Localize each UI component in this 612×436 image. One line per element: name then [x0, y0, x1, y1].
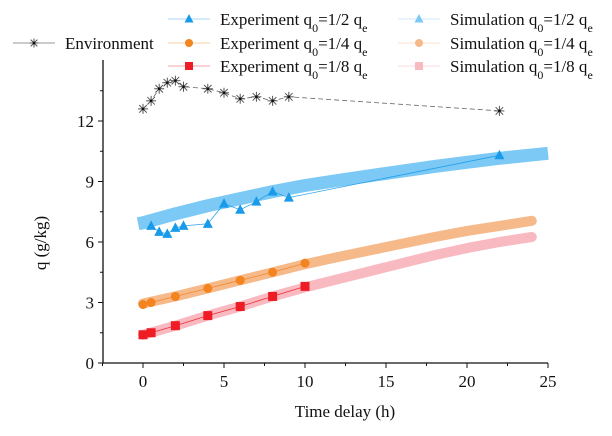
- data-point: [300, 258, 310, 268]
- legend-label: Environment: [65, 34, 154, 53]
- series-line: [142, 80, 500, 112]
- asterisk-center: [271, 99, 274, 103]
- x-tick-label: 20: [459, 372, 476, 391]
- experiment-series-1: [146, 149, 505, 238]
- legend-label: Experiment q0=1/2 qe: [220, 10, 367, 35]
- asterisk-center: [166, 81, 169, 84]
- asterisk-center: [182, 85, 185, 88]
- experiment-series-2: [138, 258, 310, 310]
- experiment-series-0: [138, 75, 505, 116]
- data-point: [154, 83, 165, 94]
- asterisk-center: [255, 95, 258, 98]
- data-point: [162, 77, 173, 88]
- legend-marker: [184, 14, 194, 23]
- data-point: [219, 198, 229, 208]
- data-point: [235, 302, 245, 312]
- experiment-layer: [138, 75, 505, 340]
- legend-label: Simulation q0=1/4 qe: [450, 34, 593, 59]
- data-point: [138, 300, 148, 310]
- y-axis-label: q (g/kg): [31, 216, 50, 270]
- data-point: [268, 291, 278, 301]
- data-point: [170, 75, 181, 86]
- simulation-band-5: [138, 215, 537, 309]
- data-point: [268, 267, 278, 277]
- legend-marker: [415, 39, 423, 47]
- data-point: [162, 228, 173, 238]
- data-point: [170, 291, 180, 301]
- asterisk-center: [287, 95, 290, 98]
- data-point: [138, 330, 148, 340]
- asterisk-center: [206, 87, 209, 90]
- asterisk-center: [498, 109, 501, 113]
- experiment-series-3: [138, 281, 310, 340]
- data-point: [494, 105, 505, 116]
- asterisk-center: [149, 99, 153, 103]
- x-axis-label: Time delay (h): [295, 402, 395, 421]
- data-point: [170, 321, 180, 331]
- legend-label: Simulation q0=1/8 qe: [450, 57, 593, 82]
- asterisk-center: [141, 107, 145, 111]
- legend-item: [398, 14, 440, 23]
- data-point: [178, 220, 189, 230]
- y-tick-label: 9: [86, 173, 95, 192]
- data-point: [235, 275, 245, 285]
- data-point: [170, 222, 181, 232]
- data-point: [267, 95, 278, 106]
- legend-marker: [415, 62, 423, 70]
- legend-label: Experiment q0=1/8 qe: [220, 57, 367, 82]
- data-point: [203, 311, 213, 321]
- data-point: [235, 93, 246, 104]
- data-point: [146, 328, 156, 338]
- legend-marker: [185, 62, 193, 70]
- simulation-band-4: [136, 146, 549, 231]
- data-point: [178, 81, 189, 92]
- data-point: [300, 281, 310, 291]
- data-point: [283, 192, 294, 202]
- data-point: [202, 83, 213, 94]
- data-point: [235, 204, 246, 214]
- data-point: [494, 149, 505, 160]
- data-point: [146, 220, 157, 230]
- asterisk-center: [239, 97, 242, 101]
- data-point: [219, 87, 229, 98]
- x-tick-label: 25: [540, 372, 557, 391]
- legend-item: [398, 62, 440, 70]
- data-point: [146, 95, 157, 106]
- simulation-layer: [136, 146, 549, 340]
- data-point: [146, 298, 156, 307]
- y-tick-label: 6: [86, 233, 95, 252]
- asterisk-center: [222, 91, 226, 94]
- y-tick-label: 0: [86, 354, 95, 373]
- legend-item: [398, 39, 440, 47]
- legend-item: [13, 38, 55, 48]
- legend-marker: [185, 39, 193, 47]
- data-point: [138, 103, 148, 114]
- x-tick-label: 15: [378, 372, 395, 391]
- data-point: [202, 218, 213, 228]
- asterisk-center: [32, 41, 36, 45]
- data-point: [203, 283, 213, 293]
- y-tick-label: 12: [77, 112, 94, 131]
- legend-label: Simulation q0=1/2 qe: [450, 10, 593, 35]
- data-point: [251, 91, 262, 102]
- asterisk-center: [174, 79, 177, 82]
- legend-marker: [29, 38, 39, 48]
- asterisk-center: [158, 87, 161, 90]
- legend-item: [168, 62, 210, 70]
- legend-label: Experiment q0=1/4 qe: [220, 34, 367, 59]
- data-point: [154, 226, 165, 236]
- x-tick-label: 5: [220, 372, 229, 391]
- legend-marker: [414, 14, 424, 23]
- axes: 0 5 10 15 20 25 0 3 6 9 12: [77, 60, 557, 391]
- legend-item: [168, 39, 210, 47]
- legend-item: [168, 14, 210, 23]
- data-point: [267, 186, 278, 196]
- x-tick-label: 0: [139, 372, 148, 391]
- y-tick-label: 3: [86, 294, 95, 313]
- data-point: [283, 91, 294, 102]
- data-point: [251, 196, 262, 206]
- x-tick-label: 10: [297, 372, 314, 391]
